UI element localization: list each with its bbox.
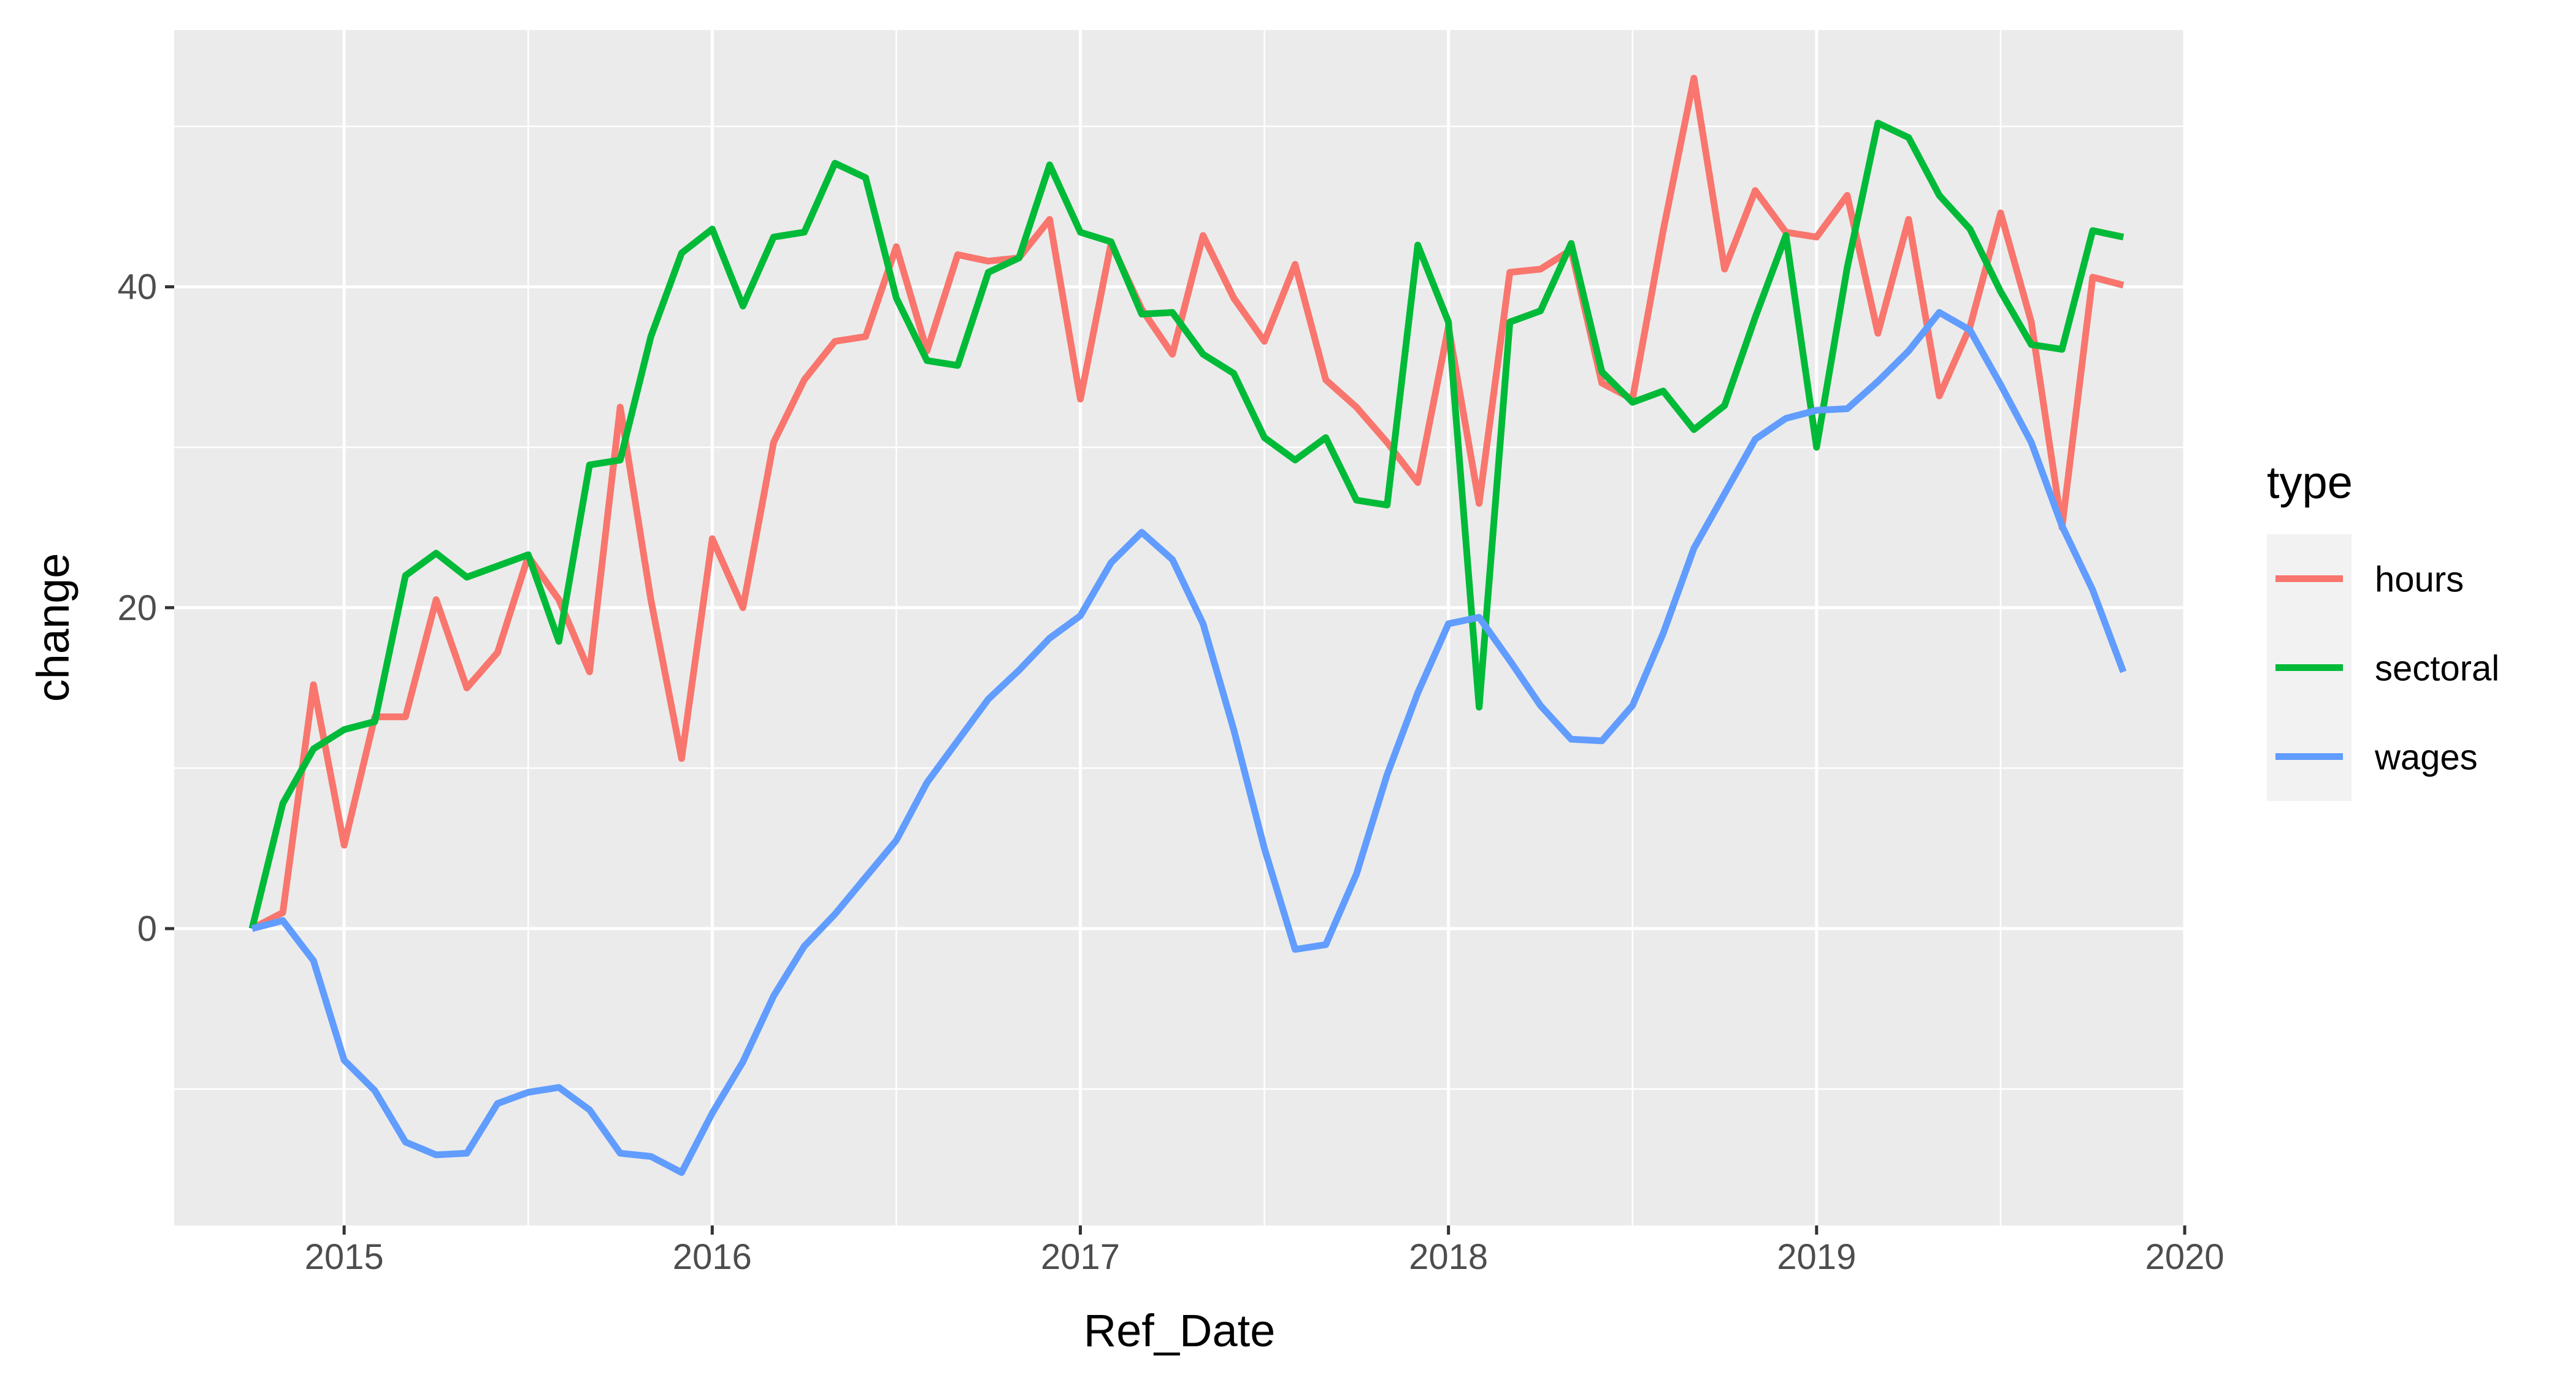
x-tick-label: 2018 (1409, 1237, 1488, 1277)
axes: 2015 2016 2017 2018 2019 2020 0 20 40 (117, 267, 2224, 1277)
x-tick-label: 2017 (1041, 1237, 1120, 1277)
x-axis-title: Ref_Date (1084, 1305, 1276, 1356)
plot-panel (174, 30, 2185, 1225)
y-tick-label: 0 (137, 909, 157, 949)
y-tick-label: 40 (117, 267, 157, 307)
x-tick-label: 2016 (673, 1237, 752, 1277)
legend-label-hours: hours (2375, 560, 2464, 600)
legend-label-wages: wages (2374, 738, 2478, 778)
series-line-wages (251, 309, 2127, 1176)
y-tick-label: 20 (117, 588, 157, 628)
legend-label-sectoral: sectoral (2375, 649, 2499, 689)
x-tick-label: 2015 (305, 1237, 384, 1277)
x-tick-label: 2020 (2145, 1237, 2224, 1277)
y-axis-title: change (28, 553, 79, 702)
legend-title: type (2267, 457, 2353, 508)
minor-gridlines (174, 30, 2185, 1225)
series-lines (248, 75, 2127, 1176)
legend: type hours sectoral wages (2267, 457, 2499, 801)
x-tick-label: 2019 (1777, 1237, 1856, 1277)
